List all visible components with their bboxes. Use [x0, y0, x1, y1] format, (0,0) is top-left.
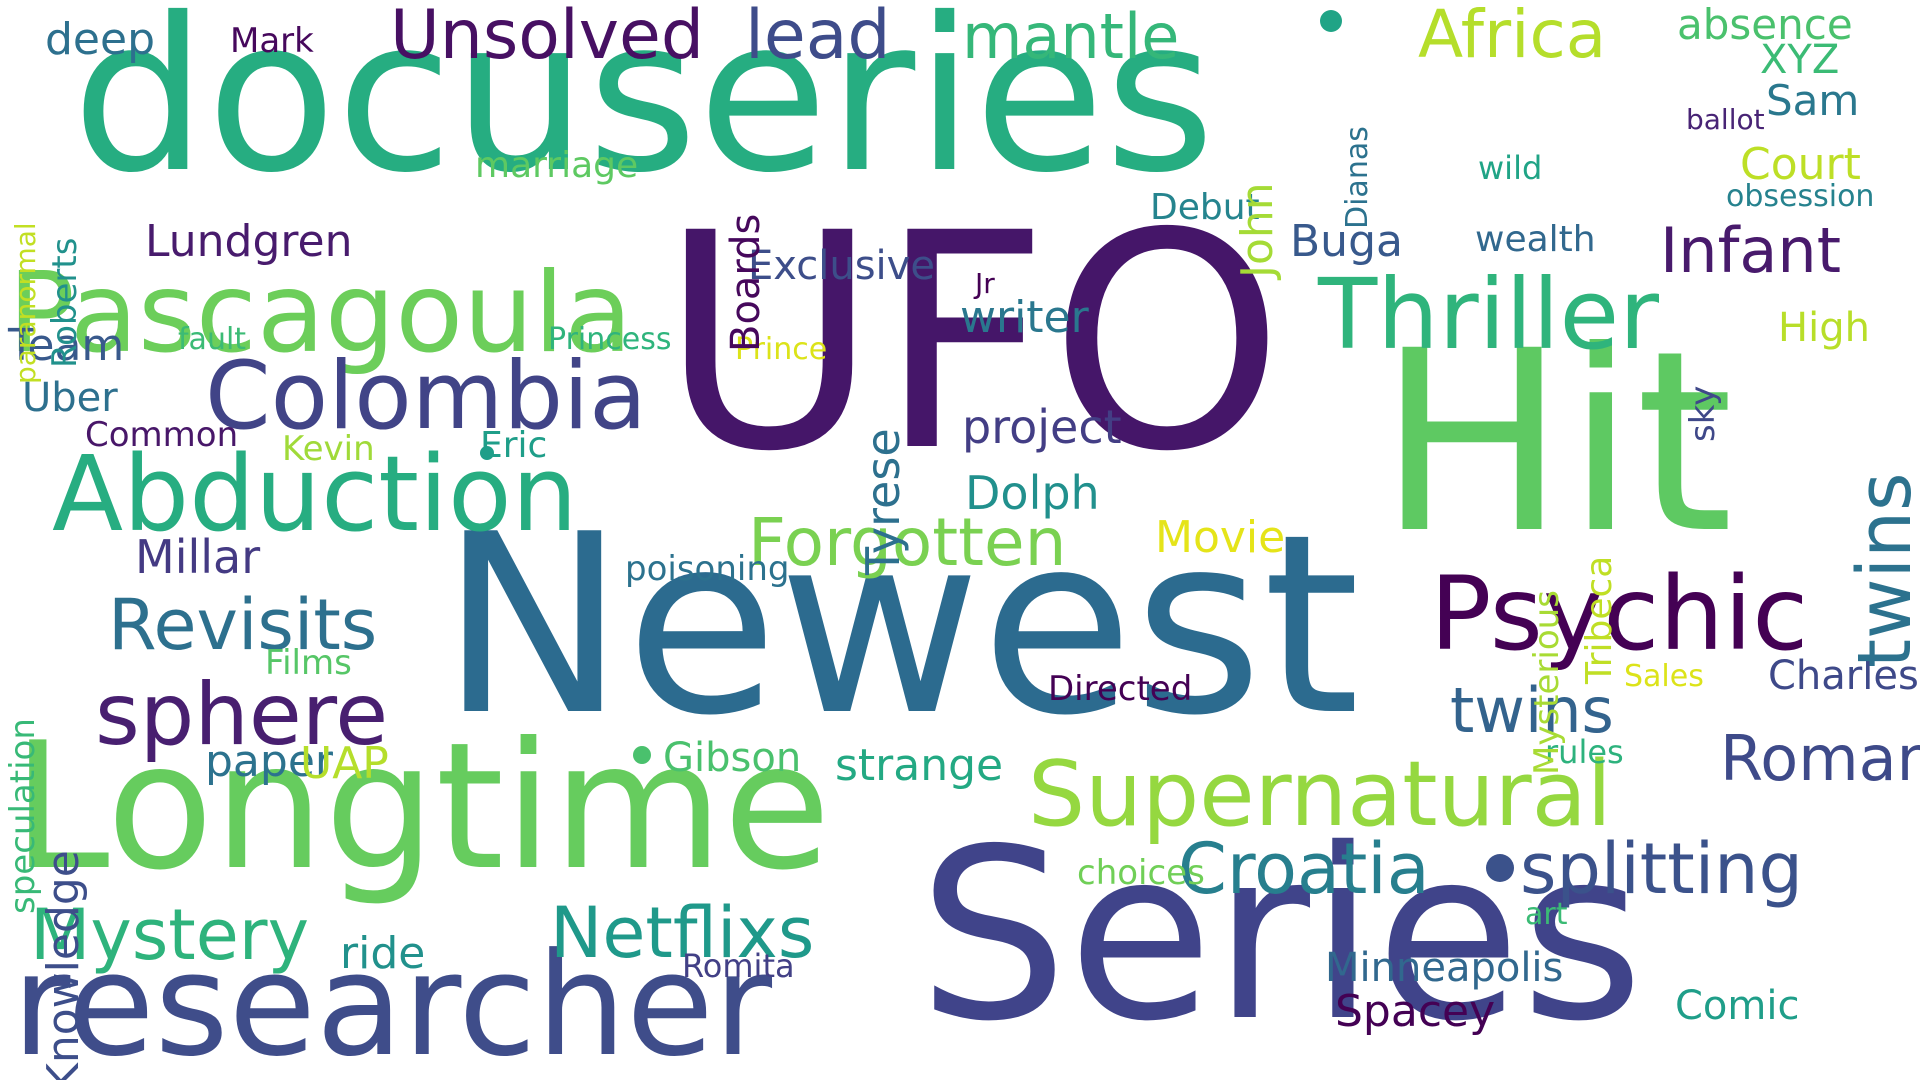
- word-series: Series: [918, 798, 1644, 1073]
- word-paranormal: paranormal: [9, 222, 42, 384]
- word-tyrese: Tyrese: [856, 428, 910, 575]
- word-ufo: UFO: [660, 170, 1285, 517]
- word-poisoning: Millar: [135, 530, 261, 584]
- dot-marker: [1486, 854, 1514, 882]
- word-twins: twins: [1842, 472, 1920, 668]
- word-mantle: mantle: [962, 0, 1180, 73]
- word-colombia: Colombia: [205, 342, 647, 451]
- word-netflixs: Netflixs: [550, 892, 815, 974]
- word-wild: ballot: [1686, 103, 1765, 136]
- word-africa: Africa: [1418, 0, 1607, 73]
- word-uber: Prince: [735, 332, 828, 367]
- word-millar: Movie: [1155, 512, 1286, 563]
- word-sam: XYZ: [1760, 37, 1840, 83]
- word-fault: Team: [8, 320, 125, 371]
- word-roman: twins: [1450, 674, 1614, 747]
- word-dianas: Dianas: [1340, 126, 1375, 229]
- word-choices: rules: [1545, 733, 1624, 771]
- word-strange: Gibson: [663, 735, 802, 781]
- word-ballot: Court: [1740, 139, 1861, 190]
- word-kevin: Common: [85, 415, 239, 455]
- word-ride: art: [1525, 897, 1568, 932]
- word-exclusive: Lundgren: [145, 216, 353, 267]
- word-princess: fault: [178, 322, 247, 357]
- word-romita: ride: [340, 928, 426, 979]
- word-writer: Jr: [975, 267, 995, 300]
- word-gibson: UAP: [300, 738, 389, 789]
- word-croatia: Croatia: [1178, 828, 1430, 910]
- word-roberts: Roberts: [45, 237, 85, 368]
- word-lead: lead: [745, 0, 891, 75]
- word-forgotten: Forgotten: [748, 504, 1067, 581]
- word-absence: absence: [1677, 0, 1853, 49]
- word-psychic: Psychic: [1430, 555, 1809, 674]
- word-charles: Sales: [1624, 659, 1704, 694]
- dot-marker: [480, 446, 494, 460]
- word-mystery: Mystery: [30, 894, 310, 976]
- word-team: High: [1778, 305, 1870, 351]
- word-longtime: Longtime: [12, 706, 831, 909]
- word-tribeca: Tribeca: [1579, 555, 1620, 684]
- word-comic: Spacey: [1335, 986, 1496, 1037]
- word-debut: marriage: [475, 145, 639, 186]
- word-docuseries: docuseries: [72, 0, 1216, 219]
- word-minneapolis: Romita: [682, 947, 795, 985]
- word-jr: Exclusive: [748, 243, 935, 289]
- word-obsession: wild: [1478, 149, 1543, 187]
- word-xyz: Mark: [230, 21, 314, 61]
- word-hit: Hit: [1378, 297, 1734, 588]
- word-knowledge: Knowledge: [38, 850, 89, 1080]
- word-sales: Directed: [1048, 669, 1193, 709]
- word-sphere: sphere: [95, 665, 389, 765]
- word-movie: Dolph: [965, 466, 1100, 520]
- word-wealth: Buga: [1290, 216, 1403, 267]
- word-newest: Newest: [440, 482, 1360, 770]
- dot-marker: [1320, 10, 1342, 32]
- word-eric: Kevin: [282, 429, 375, 469]
- word-common: Uber: [22, 375, 118, 421]
- word-thriller: Thriller: [1318, 258, 1660, 371]
- word-films: poisoning: [625, 549, 790, 589]
- word-art: choices: [1077, 853, 1205, 893]
- word-prince: Princess: [548, 322, 672, 357]
- word-pascagoula: Pascagoula: [8, 249, 633, 378]
- word-supernatural: Supernatural: [1028, 742, 1612, 847]
- word-marriage: obsession: [1726, 179, 1875, 214]
- word-buga: Debut: [1150, 187, 1260, 228]
- word-unsolved: Unsolved: [390, 0, 705, 75]
- word-paper: Charles: [1768, 653, 1919, 699]
- word-court: Sam: [1766, 76, 1860, 125]
- word-splitting: splitting: [1520, 828, 1803, 910]
- word-revisits: Revisits: [108, 584, 378, 666]
- word-directed: Films: [265, 643, 352, 683]
- word-spacey: Minneapolis: [1325, 945, 1564, 991]
- word-action: Comic: [1675, 983, 1800, 1029]
- word-boards: Boards: [723, 213, 769, 352]
- word-mark: deep: [45, 14, 155, 65]
- word-high: writer: [960, 292, 1089, 343]
- word-sky: sky: [1683, 385, 1723, 442]
- word-researcher: researcher: [12, 923, 773, 1080]
- dot-marker: [633, 746, 651, 764]
- word-lundgren: wealth: [1475, 219, 1596, 260]
- word-dolph: project: [962, 400, 1122, 454]
- word-uap: paper: [205, 736, 333, 787]
- word-mysterious: Mysterious: [1527, 590, 1567, 775]
- word-deep: Roman: [1720, 722, 1920, 795]
- word-speculation: speculation: [3, 718, 43, 914]
- word-infant: Infant: [1660, 214, 1842, 287]
- word-john: John: [1232, 182, 1283, 278]
- word-rules: strange: [835, 740, 1004, 791]
